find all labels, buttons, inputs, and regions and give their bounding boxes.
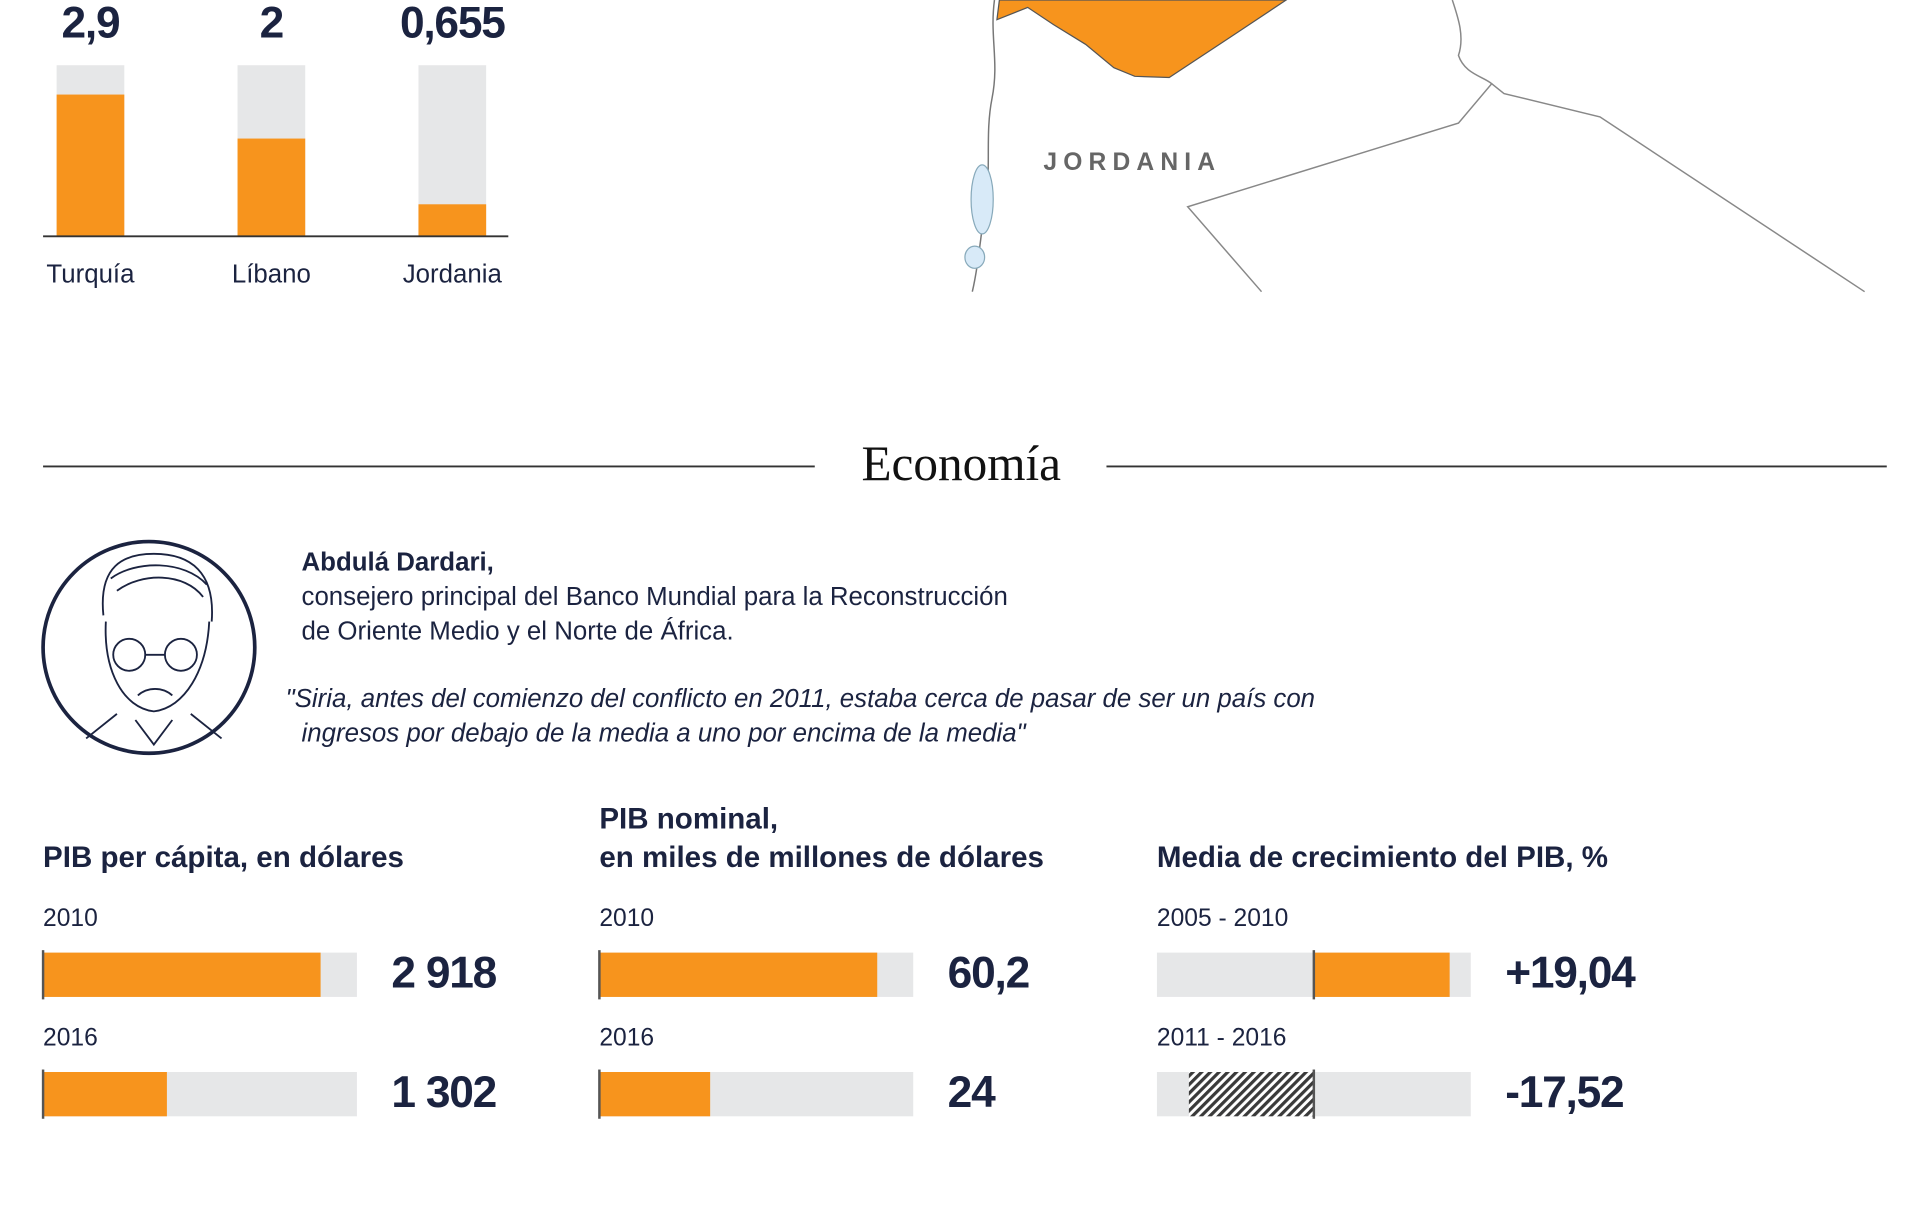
category-label: 2010	[43, 905, 98, 932]
value-label: 2,9	[62, 0, 120, 48]
value-label: 2 918	[391, 949, 496, 998]
category-label: 2016	[599, 1024, 654, 1051]
category-label: 2011 - 2016	[1157, 1024, 1287, 1051]
quote-name: Abdulá Dardari,	[302, 549, 494, 577]
bar	[43, 1072, 167, 1117]
x-tick-label: Turquía	[46, 261, 135, 289]
portrait	[41, 539, 257, 756]
value-label: +19,04	[1505, 949, 1636, 998]
quote-text: "Siria, antes del comienzo del conflicto…	[286, 685, 1316, 713]
bar	[599, 1072, 711, 1117]
map: JORDANIA	[964, 0, 1866, 293]
quote-role: consejero principal del Banco Mundial pa…	[302, 583, 1008, 611]
bar	[418, 204, 487, 237]
quote-role: de Oriente Medio y el Norte de África.	[302, 616, 734, 645]
bar	[56, 94, 125, 237]
value-label: 2	[260, 0, 283, 48]
bar	[1188, 1072, 1314, 1117]
category-label: 2010	[599, 905, 654, 932]
value-label: 60,2	[948, 949, 1029, 998]
map-label: JORDANIA	[1043, 149, 1221, 176]
panel-title: PIB nominal,	[599, 803, 778, 836]
map-border	[1186, 0, 1493, 293]
bar	[599, 952, 878, 997]
panel-title: en miles de millones de dólares	[599, 841, 1044, 874]
value-label: 1 302	[391, 1068, 496, 1117]
bar	[43, 952, 321, 997]
category-label: 2016	[43, 1024, 98, 1051]
panel-title: PIB per cápita, en dólares	[43, 841, 404, 874]
panel-title: Media de crecimiento del PIB, %	[1157, 841, 1608, 874]
value-label: -17,52	[1505, 1068, 1623, 1117]
x-tick-label: Jordania	[403, 261, 503, 289]
lake	[970, 164, 994, 235]
category-label: 2005 - 2010	[1157, 905, 1288, 932]
map-border	[1491, 83, 1866, 293]
value-label: 24	[948, 1068, 996, 1117]
section-title: Economía	[861, 436, 1061, 491]
x-tick-label: Líbano	[232, 261, 311, 289]
lake	[964, 245, 986, 269]
value-label: 0,655	[400, 0, 505, 48]
quote-text: ingresos por debajo de la media a uno po…	[302, 720, 1028, 748]
map-region	[996, 0, 1288, 79]
bar	[1313, 952, 1450, 997]
bar	[237, 138, 306, 237]
